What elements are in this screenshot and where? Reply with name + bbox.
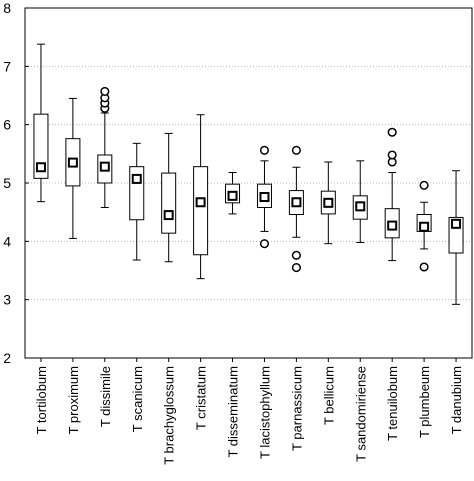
y-tick-label: 2 (3, 350, 11, 366)
outlier-point (419, 180, 429, 190)
outlier-point (291, 263, 301, 273)
median-marker (131, 173, 142, 184)
median-marker (67, 157, 78, 168)
category-label: T scanicum (130, 366, 145, 432)
gridlines (25, 65, 472, 301)
axes: 2 3 4 5 6 7 8 T tortilobum T proximum T dissimile… (3, 0, 473, 465)
box-10 (320, 161, 336, 245)
box-6 (193, 114, 209, 280)
box-5 (161, 132, 177, 263)
outlier-point (259, 239, 270, 249)
box-9 (288, 145, 304, 273)
median-marker (387, 220, 398, 231)
category-label: T sandomiriense (353, 366, 368, 462)
box-8 (256, 145, 272, 249)
box-7 (225, 172, 241, 215)
box-3 (97, 86, 113, 208)
outlier-point (387, 127, 397, 137)
median-marker (259, 192, 270, 202)
median-marker (355, 201, 366, 212)
outlier-point (387, 150, 397, 160)
category-label: T cristatum (194, 366, 209, 430)
category-label: T plumbeum (417, 366, 432, 438)
median-marker (291, 197, 302, 208)
category-label: T parnassicum (289, 366, 304, 451)
median-marker (227, 190, 238, 201)
y-tick-label: 3 (3, 292, 11, 308)
category-label: T proximum (66, 366, 81, 434)
category-label: T brachyglossum (162, 366, 177, 465)
y-tick-label: 8 (3, 0, 11, 16)
category-label: T bellicum (321, 366, 336, 425)
median-marker (99, 161, 110, 172)
category-label: T lacistophyllum (257, 366, 272, 459)
y-tick-label: 4 (3, 233, 11, 249)
category-label: T tortilobum (34, 366, 49, 434)
box-2 (65, 97, 81, 239)
box-12 (384, 127, 400, 262)
box-4 (129, 142, 145, 261)
category-label: T danubium (449, 366, 464, 434)
y-tick-label: 7 (3, 58, 11, 74)
outlier-point (100, 86, 110, 96)
plot-frame (24, 7, 473, 359)
box-11 (352, 160, 368, 243)
category-label: T dissimile (98, 366, 113, 427)
median-marker (35, 162, 46, 173)
y-tick-label: 5 (3, 175, 11, 191)
box-rect (193, 166, 209, 256)
box-rect (161, 172, 177, 234)
outlier-point (259, 145, 270, 155)
outlier-point (291, 250, 301, 260)
median-marker (419, 221, 430, 232)
category-label: T tenuilobum (385, 366, 400, 441)
box-13 (416, 180, 432, 272)
box-1 (33, 43, 49, 203)
box-series (33, 43, 464, 305)
outlier-point (419, 262, 429, 272)
y-tick-label: 6 (3, 117, 11, 133)
category-label: T disseminatum (226, 366, 241, 458)
median-marker (163, 210, 174, 221)
median-marker (195, 197, 206, 208)
outlier-point (291, 145, 301, 155)
median-marker (323, 197, 334, 208)
median-marker (451, 218, 462, 229)
box-14 (448, 170, 464, 305)
